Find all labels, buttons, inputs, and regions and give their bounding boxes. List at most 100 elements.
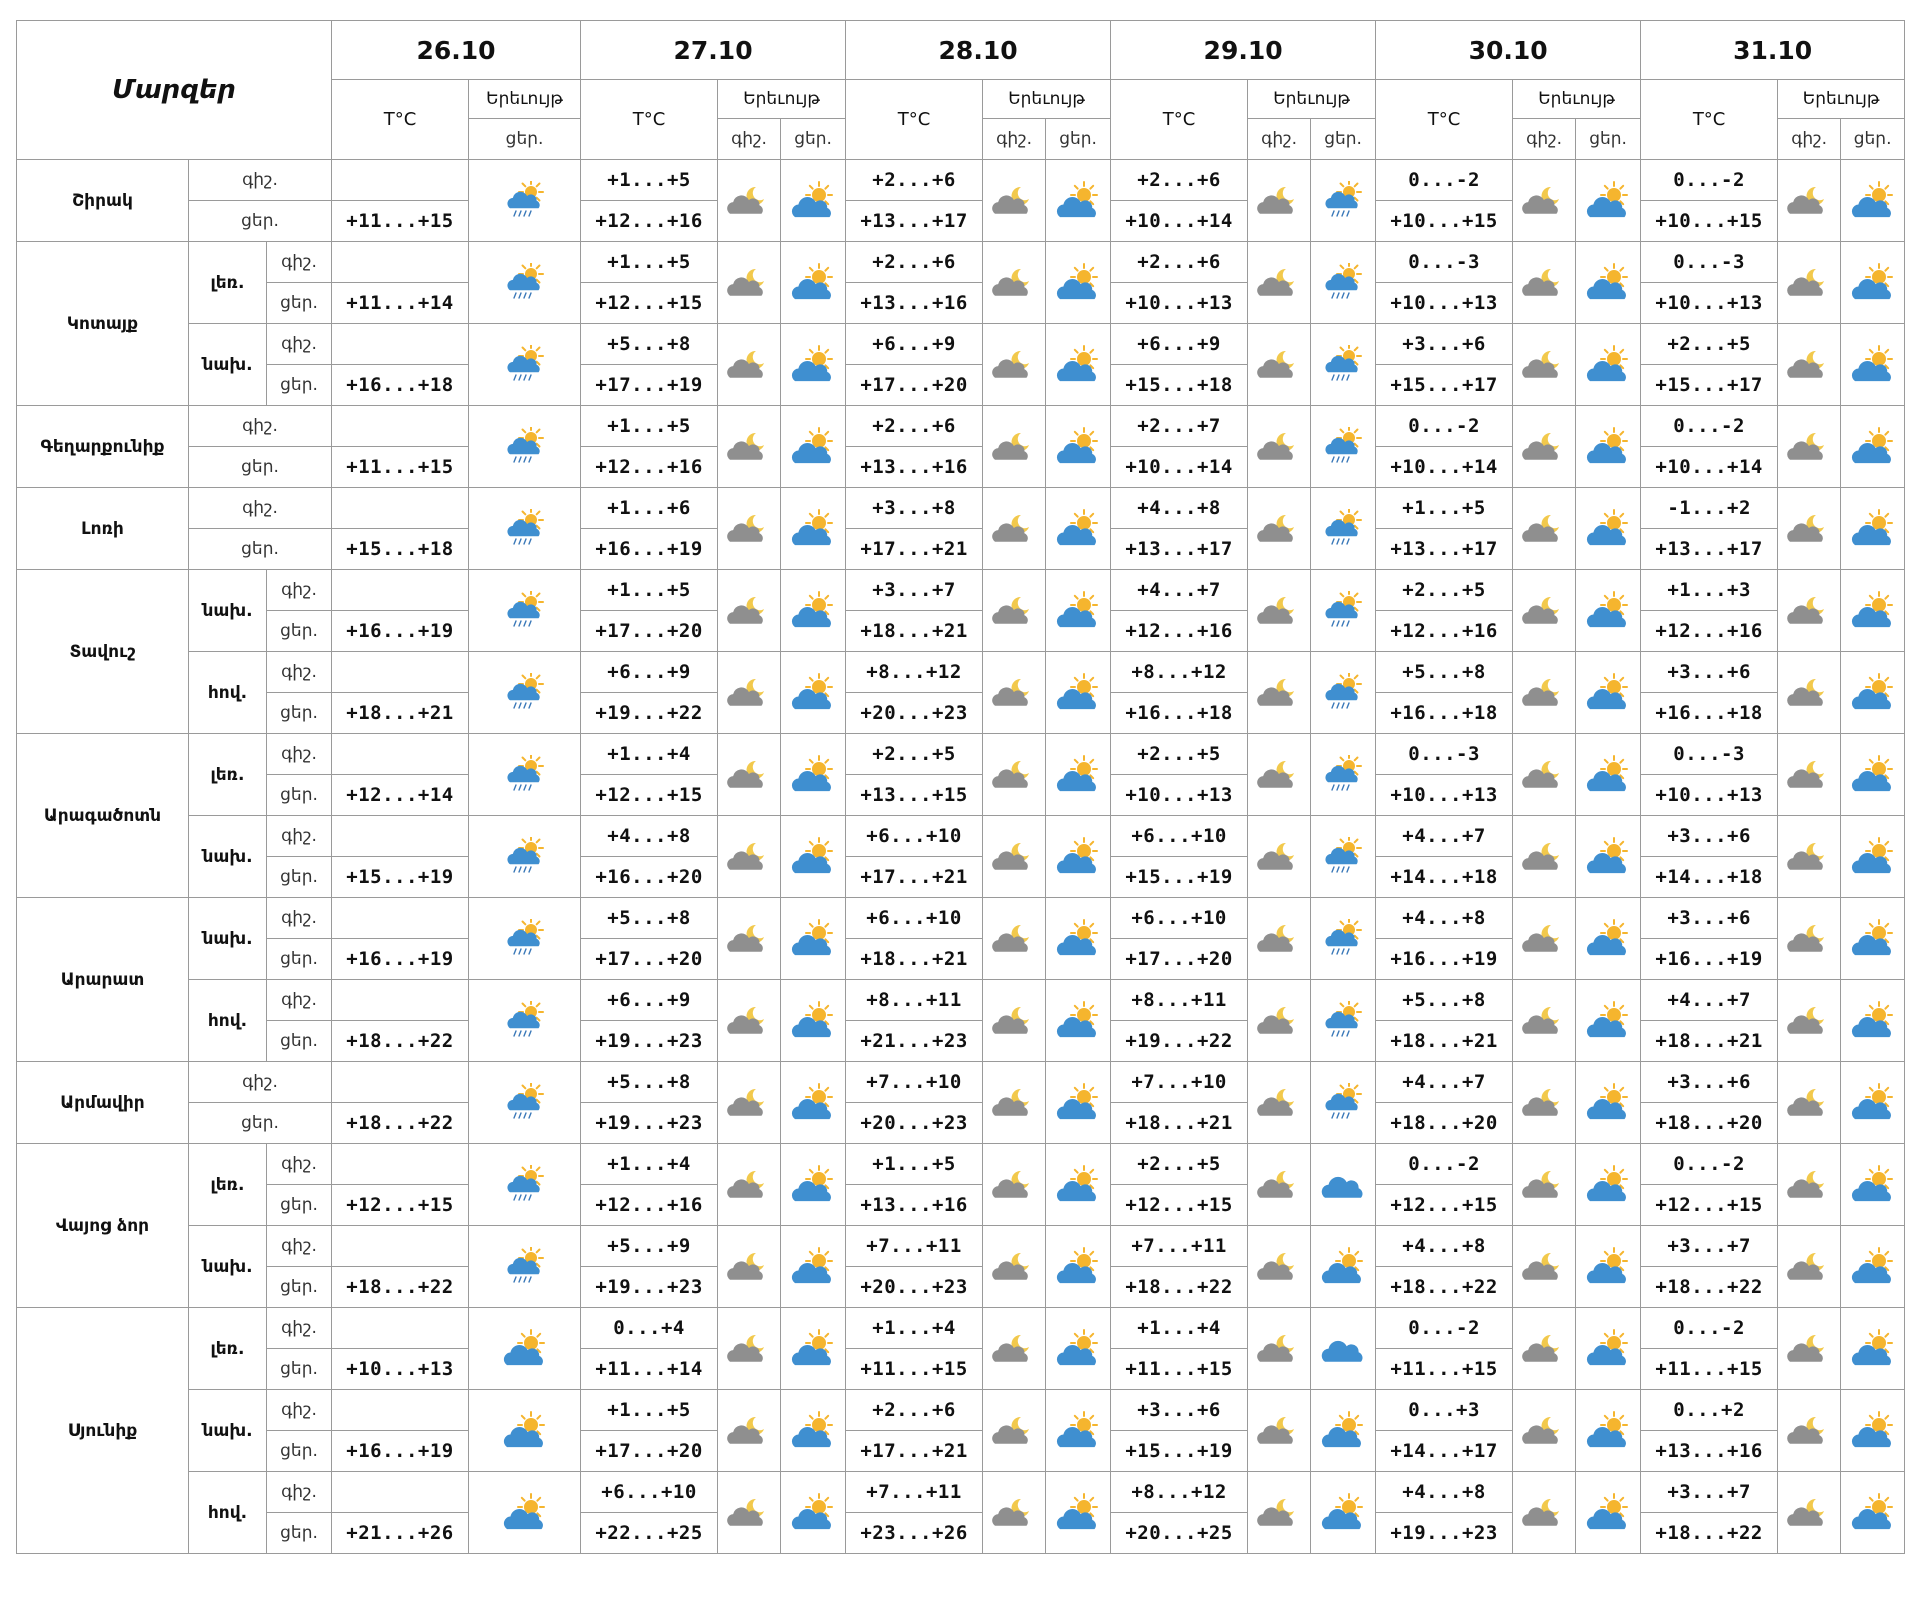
- table-row-night: նախ. գիշ. +4...+8 +6...+10 +6...+10 +4...+7 +3…: [17, 815, 1906, 898]
- rain-sun-icon: [468, 323, 582, 406]
- day-temp: +15...+19: [331, 856, 470, 898]
- night-temp: +2...+6: [845, 241, 984, 283]
- night-temp: [331, 897, 470, 939]
- day-temp: +17...+20: [580, 1430, 719, 1472]
- cloud-sun-icon: [1575, 733, 1642, 816]
- cloud-sun-icon: [468, 1471, 582, 1554]
- moon-cloud-icon: [1247, 405, 1312, 488]
- moon-cloud-icon: [1512, 241, 1577, 324]
- phenomenon-header: Երեւույթ: [1512, 79, 1642, 119]
- night-temp: +2...+5: [1110, 1143, 1249, 1185]
- day-temp: +13...+16: [1640, 1430, 1779, 1472]
- night-temp: 0...+4: [580, 1307, 719, 1349]
- day-temp: +17...+20: [580, 610, 719, 652]
- day-temp: +18...+22: [331, 1102, 470, 1144]
- moon-cloud-icon: [717, 487, 782, 570]
- region-name: Շիրակ: [16, 159, 189, 242]
- date-header: 31.10: [1640, 20, 1906, 80]
- night-temp: +5...+9: [580, 1225, 719, 1267]
- moon-cloud-icon: [1512, 815, 1577, 898]
- moon-cloud-icon: [1777, 897, 1842, 980]
- phenomenon-header: Երեւույթ: [717, 79, 847, 119]
- moon-cloud-icon: [717, 979, 782, 1062]
- day-temp: +10...+13: [1640, 774, 1779, 816]
- night-temp: 0...-3: [1640, 733, 1779, 775]
- night-temp: +8...+12: [1110, 1471, 1249, 1513]
- day-header: ցեր.: [1840, 118, 1906, 160]
- temp-header: T°C: [1640, 79, 1779, 160]
- day-temp: +23...+26: [845, 1512, 984, 1554]
- table-row-day: ցեր. +11...+15 +12...+16 +13...+17 +10...+14…: [17, 200, 1905, 242]
- night-temp: +6...+9: [580, 651, 719, 693]
- cloud-sun-icon: [1575, 241, 1642, 324]
- day-label: ցեր.: [265, 774, 333, 816]
- night-temp: +3...+7: [1640, 1471, 1779, 1513]
- cloud-sun-icon: [1840, 651, 1906, 734]
- night-temp: +3...+6: [1375, 323, 1514, 365]
- day-temp: +11...+15: [1640, 1348, 1779, 1390]
- phenomenon-header: Երեւույթ: [1777, 79, 1906, 119]
- cloud-sun-icon: [1045, 323, 1112, 406]
- subregion-name: հով.: [188, 1471, 267, 1554]
- cloud-sun-icon: [1840, 487, 1906, 570]
- cloud-sun-icon: [780, 1389, 847, 1472]
- moon-cloud-icon: [1777, 569, 1842, 652]
- night-temp: +4...+8: [580, 815, 719, 857]
- cloud-sun-icon: [1310, 1389, 1377, 1472]
- rain-sun-icon: [1310, 815, 1377, 898]
- table-row-night: Վայոց ձոր լեռ. գիշ. +1...+4 +1...+5 +2...+5 0.…: [16, 1143, 1906, 1308]
- day-label: ցեր.: [265, 364, 333, 406]
- night-label: գիշ.: [187, 405, 333, 447]
- night-temp: 0...-2: [1640, 1143, 1779, 1185]
- cloud-sun-icon: [468, 1307, 582, 1390]
- night-temp: +2...+6: [845, 1389, 984, 1431]
- night-temp: +2...+7: [1110, 405, 1249, 447]
- night-temp: +8...+12: [1110, 651, 1249, 693]
- night-temp: +5...+8: [580, 323, 719, 365]
- moon-cloud-icon: [1247, 1307, 1312, 1390]
- day-temp: +16...+19: [1375, 938, 1514, 980]
- night-temp: +2...+6: [845, 159, 984, 201]
- moon-cloud-icon: [1777, 323, 1842, 406]
- cloud-sun-icon: [1045, 1307, 1112, 1390]
- temp-header: T°C: [845, 79, 984, 160]
- day-temp: +18...+22: [331, 1266, 470, 1308]
- region-name: Սյունիք: [16, 1307, 189, 1554]
- table-row-day: ցեր. +15...+19 +16...+20 +17...+21 +15...+19…: [17, 856, 1905, 898]
- moon-cloud-icon: [1247, 1471, 1312, 1554]
- night-temp: +6...+9: [1110, 323, 1249, 365]
- subregion-name: լեռ.: [188, 1143, 267, 1226]
- moon-cloud-icon: [717, 241, 782, 324]
- night-temp: +6...+9: [580, 979, 719, 1021]
- cloud-sun-icon: [780, 405, 847, 488]
- day-temp: +17...+21: [845, 1430, 984, 1472]
- table-row-night: Սյունիք լեռ. գիշ. 0...+4 +1...+4 +1...+4 0...-…: [16, 1307, 1906, 1554]
- cloud-sun-icon: [1840, 733, 1906, 816]
- subregion-name: հով.: [188, 651, 267, 734]
- day-temp: +19...+22: [580, 692, 719, 734]
- night-temp: 0...-2: [1375, 1307, 1514, 1349]
- cloud-sun-icon: [1045, 979, 1112, 1062]
- cloud-sun-icon: [1575, 1225, 1642, 1308]
- moon-cloud-icon: [717, 159, 782, 242]
- night-temp: [331, 159, 470, 201]
- day-temp: +12...+15: [580, 774, 719, 816]
- day-label: ցեր.: [187, 446, 333, 488]
- day-header: ցեր.: [780, 118, 847, 160]
- moon-cloud-icon: [1777, 1143, 1842, 1226]
- table-row-night: նախ. գիշ. +1...+5 +2...+6 +3...+6 0...+3 0...+…: [17, 1389, 1906, 1472]
- table-row-night: Արագածոտն լեռ. գիշ. +1...+4 +2...+5 +2...+5 0.…: [16, 733, 1906, 898]
- day-temp: +18...+22: [1110, 1266, 1249, 1308]
- day-temp: +21...+26: [331, 1512, 470, 1554]
- night-label: գիշ.: [265, 569, 333, 611]
- rain-sun-icon: [1310, 651, 1377, 734]
- day-label: ցեր.: [187, 528, 333, 570]
- subregion-name: նախ.: [188, 897, 267, 980]
- night-temp: +1...+3: [1640, 569, 1779, 611]
- night-temp: +3...+6: [1110, 1389, 1249, 1431]
- night-header: գիշ.: [1777, 118, 1842, 160]
- moon-cloud-icon: [982, 1471, 1047, 1554]
- night-temp: [331, 1471, 470, 1513]
- day-temp: +14...+18: [1640, 856, 1779, 898]
- night-label: գիշ.: [265, 323, 333, 365]
